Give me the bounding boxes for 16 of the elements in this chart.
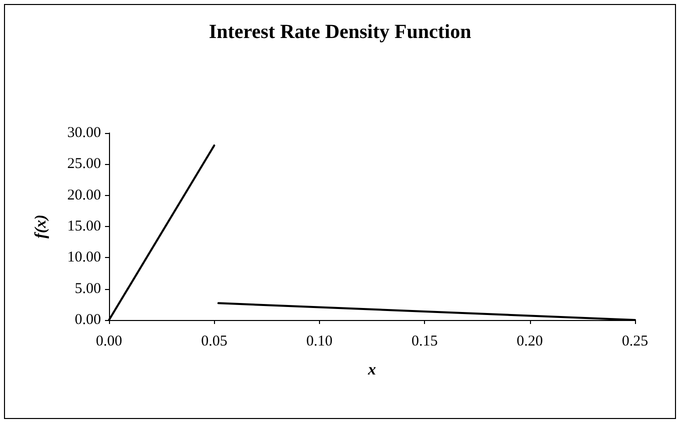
y-axis-title: f(x) — [32, 214, 50, 238]
y-tick-label: 25.00 — [67, 156, 101, 172]
y-tick-label: 0.00 — [74, 312, 101, 328]
x-tick-label: 0.20 — [516, 334, 543, 350]
x-tick-label: 0.00 — [96, 334, 122, 350]
chart-title: Interest Rate Density Function — [208, 21, 472, 43]
y-tick-label: 10.00 — [67, 250, 101, 266]
y-tick-label: 5.00 — [74, 280, 101, 297]
y-tick-label: 30.00 — [67, 125, 101, 141]
x-tick-label: 0.25 — [622, 334, 648, 350]
x-tick-label: 0.05 — [201, 334, 228, 350]
x-tick-label: 0.15 — [411, 334, 438, 350]
y-tick-label: 15.00 — [67, 218, 101, 234]
x-axis-title: x — [367, 362, 376, 378]
y-tick-label: 20.00 — [67, 187, 101, 204]
x-tick-label: 0.10 — [306, 334, 333, 350]
